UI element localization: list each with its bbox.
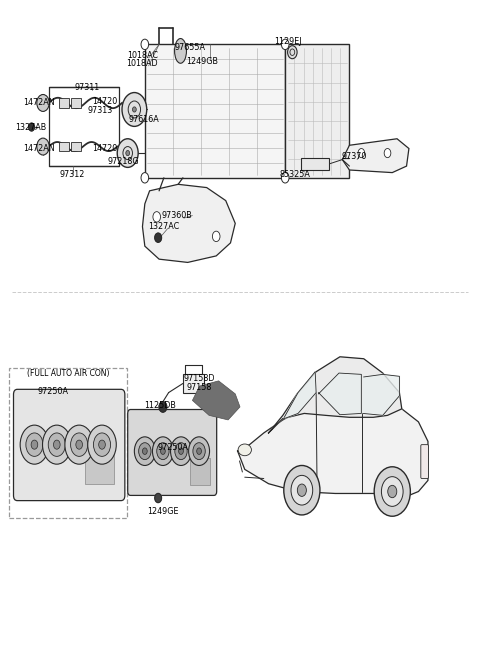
Text: 97313: 97313 [87,106,112,115]
Text: 14720: 14720 [92,144,117,153]
Circle shape [94,433,110,457]
FancyBboxPatch shape [301,159,328,170]
Circle shape [288,46,297,59]
Circle shape [139,443,151,460]
Circle shape [170,437,192,466]
FancyBboxPatch shape [128,409,216,495]
Text: 1327AB: 1327AB [15,122,46,132]
Text: (FULL AUTO AIR CON): (FULL AUTO AIR CON) [27,369,109,377]
Text: 1249GE: 1249GE [147,506,179,515]
Circle shape [153,437,173,466]
Circle shape [153,212,160,222]
Text: 97158: 97158 [187,383,212,392]
Circle shape [29,123,35,131]
Polygon shape [238,396,428,496]
Circle shape [155,493,161,502]
FancyBboxPatch shape [183,375,204,392]
Circle shape [281,173,289,183]
Circle shape [71,433,88,457]
Text: 97218G: 97218G [108,157,139,166]
Circle shape [132,107,136,112]
Text: 97250A: 97250A [38,387,69,396]
Circle shape [358,149,365,158]
Circle shape [281,39,289,50]
Polygon shape [284,372,316,419]
Circle shape [155,233,161,242]
Text: 1129EJ: 1129EJ [274,37,301,46]
Circle shape [175,443,187,460]
Text: 85325A: 85325A [279,170,310,179]
Polygon shape [192,381,240,420]
Text: 1018AD: 1018AD [127,60,158,68]
Circle shape [53,440,60,449]
Circle shape [141,39,149,50]
Text: 1472AN: 1472AN [24,98,55,107]
FancyBboxPatch shape [85,448,114,483]
Polygon shape [143,184,235,263]
Circle shape [157,443,169,460]
Circle shape [20,425,48,464]
Circle shape [384,149,391,158]
Circle shape [374,467,410,516]
Text: 1018AC: 1018AC [127,51,158,60]
Text: 1472AN: 1472AN [24,144,55,153]
Circle shape [43,425,71,464]
Circle shape [134,437,156,466]
Circle shape [99,440,105,449]
FancyBboxPatch shape [59,142,69,151]
FancyBboxPatch shape [190,458,210,485]
Circle shape [126,151,130,156]
Text: 97655A: 97655A [175,43,205,52]
Text: 1327AC: 1327AC [148,222,180,231]
Circle shape [213,231,220,242]
Circle shape [31,440,38,449]
Circle shape [117,139,138,168]
Circle shape [143,448,147,455]
Circle shape [179,448,183,455]
Circle shape [159,402,167,412]
Polygon shape [342,139,409,173]
Circle shape [141,173,149,183]
Circle shape [76,440,83,449]
FancyBboxPatch shape [59,98,69,107]
Circle shape [160,448,165,455]
Polygon shape [319,373,361,415]
Circle shape [88,425,116,464]
Text: 97616A: 97616A [129,115,159,124]
Ellipse shape [238,444,252,456]
Circle shape [388,485,397,498]
FancyBboxPatch shape [421,445,429,479]
FancyBboxPatch shape [71,98,81,107]
Circle shape [122,92,147,126]
Ellipse shape [175,39,186,64]
Text: 1249GB: 1249GB [186,58,218,66]
Text: 1125DB: 1125DB [144,401,177,410]
Circle shape [48,433,65,457]
Text: 97311: 97311 [74,83,99,92]
Circle shape [189,437,210,466]
Polygon shape [363,375,399,415]
Circle shape [291,476,312,505]
Text: 97370: 97370 [341,153,367,162]
Circle shape [382,477,403,506]
Circle shape [65,425,94,464]
Polygon shape [145,45,285,178]
Circle shape [193,443,205,460]
Text: 97312: 97312 [60,170,85,179]
Polygon shape [268,357,402,433]
Text: 97360B: 97360B [162,211,192,220]
Circle shape [37,94,49,111]
Circle shape [284,466,320,515]
Circle shape [37,138,49,155]
Text: 14720: 14720 [92,96,117,105]
Polygon shape [285,45,349,178]
FancyBboxPatch shape [71,142,81,151]
Text: 97250A: 97250A [158,443,189,453]
Circle shape [26,433,43,457]
Circle shape [297,484,306,496]
Circle shape [197,448,202,455]
FancyBboxPatch shape [13,389,125,500]
Text: 97158D: 97158D [184,374,216,383]
